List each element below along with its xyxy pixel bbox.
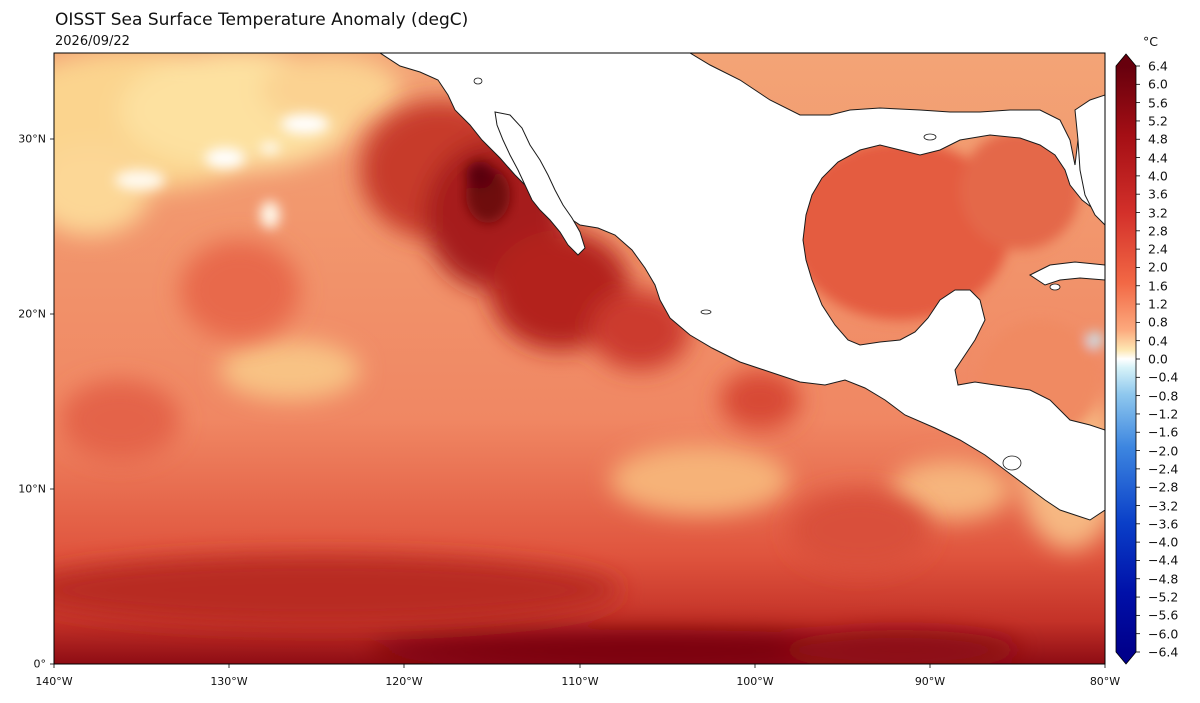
colorbar-label: −5.6 [1148,607,1179,623]
colorbar-label: −3.6 [1148,516,1179,532]
colorbar-label: −4.8 [1148,571,1179,587]
lon-label-100w: 100°W [736,675,774,688]
lat-label-10n: 10°N [18,482,46,496]
colorbar-label: −1.6 [1148,424,1179,440]
colorbar-label: 4.4 [1148,150,1168,166]
colorbar-label: −0.4 [1148,369,1179,385]
colorbar-label: −2.8 [1148,479,1179,495]
colorbar-label: −6.4 [1148,644,1179,660]
map-title: OISST Sea Surface Temperature Anomaly (d… [55,10,469,30]
map-date: 2026/09/22 [55,34,130,49]
lon-label-80w: 80°W [1089,675,1121,688]
colorbar-ramp [1116,66,1136,652]
colorbar-label: −3.2 [1148,498,1179,513]
colorbar-label: −2.0 [1148,443,1179,459]
lon-label-130w: 130°W [210,675,248,688]
colorbar-label: 0.0 [1148,351,1168,367]
sst-field [54,53,1105,664]
lat-label-30n: 30°N [18,132,46,146]
colorbar [1115,53,1140,665]
colorbar-label: −1.2 [1148,406,1179,422]
colorbar-unit: °C [1143,34,1158,49]
colorbar-label: 1.2 [1148,296,1168,312]
lon-label-110w: 110°W [561,675,599,688]
colorbar-label: 2.0 [1148,259,1168,275]
colorbar-label: −5.2 [1148,589,1179,605]
colorbar-label: 6.0 [1148,76,1168,92]
colorbar-label: 2.4 [1148,241,1168,257]
colorbar-bottom-extension [1116,652,1136,664]
colorbar-label: 5.2 [1148,113,1168,129]
colorbar-label: 1.6 [1148,278,1168,294]
colorbar-top-extension [1116,54,1136,66]
colorbar-label: 6.4 [1148,58,1168,74]
land-masses [379,53,1105,521]
colorbar-label: 2.8 [1148,223,1168,239]
lon-label-90w: 90°W [914,675,946,688]
lon-label-140w: 140°W [35,675,73,688]
colorbar-label: 4.0 [1148,168,1168,184]
colorbar-label: −4.4 [1148,552,1179,568]
colorbar-label: −0.8 [1148,388,1179,404]
colorbar-label: 3.2 [1148,205,1168,220]
colorbar-label: −2.4 [1148,461,1179,477]
lat-label-20n: 20°N [18,307,46,321]
colorbar-label: −6.0 [1148,626,1179,642]
colorbar-label: 5.6 [1148,95,1168,111]
colorbar-label: 3.6 [1148,186,1168,202]
lat-label-0: 0° [33,657,47,671]
colorbar-label: −4.0 [1148,534,1179,550]
colorbar-label: 4.8 [1148,131,1168,147]
lon-label-120w: 120°W [385,675,423,688]
colorbar-label: 0.8 [1148,314,1168,330]
colorbar-label: 0.4 [1148,333,1168,349]
